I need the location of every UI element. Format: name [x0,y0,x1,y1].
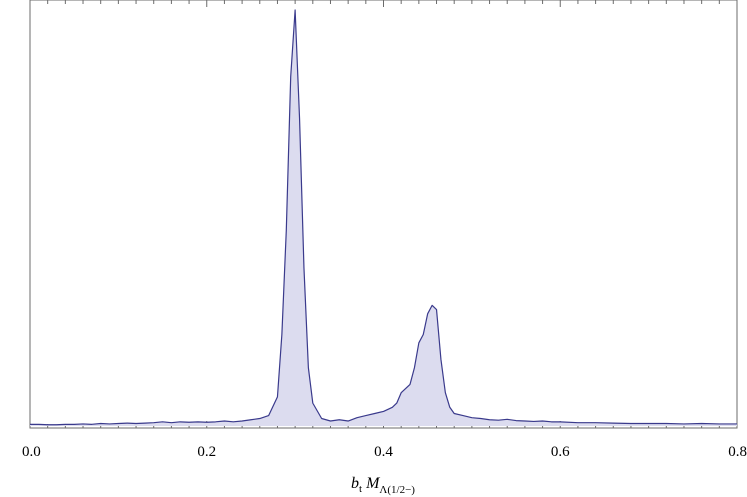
x-axis-label-m: M [365,475,381,492]
x-tick-label: 0.0 [22,444,41,460]
x-axis-label-m-sub: Λ(1/2−) [379,484,415,496]
plot-frame [29,0,738,429]
x-tick-label: 0.6 [551,444,570,460]
x-axis-label-b: b [351,475,359,492]
x-axis-ticks [29,0,738,428]
x-axis-label-b-sub: t [359,483,362,495]
x-tick-label: 0.4 [374,444,393,460]
x-tick-label: 0.8 [728,444,747,460]
series-area-fill [30,10,737,426]
series-line [30,9,737,426]
x-tick-label: 0.2 [197,444,216,460]
x-axis-tick-labels: 0.0 0.2 0.4 0.6 0.8 [22,444,747,460]
x-axis-label: bt MΛ(1/2−) [351,475,415,496]
